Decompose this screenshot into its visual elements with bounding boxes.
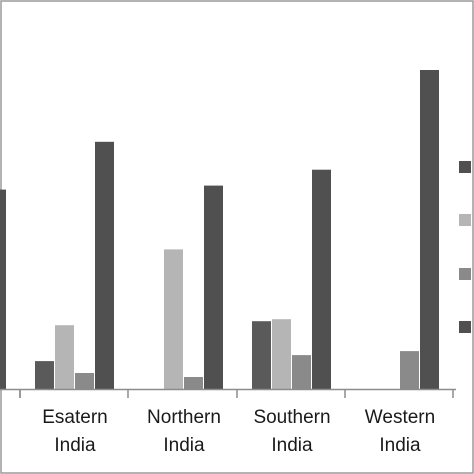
tick-label-line2: India: [379, 435, 421, 456]
legend-marker-4: [459, 321, 471, 333]
tick-label-line1: Southern: [253, 407, 330, 428]
bar-esatern-s3: [75, 373, 94, 389]
bar-northern-s3: [184, 377, 203, 389]
bar-esatern-s2: [55, 325, 74, 389]
tick-label-line1: Western: [365, 407, 435, 428]
legend: [459, 161, 471, 333]
tick-label-line2: India: [271, 435, 313, 456]
bar-group-0-s4: [0, 189, 6, 389]
bar-southern-s1: [252, 321, 271, 389]
bar-southern-s2: [272, 319, 291, 389]
bars-layer: [0, 70, 439, 389]
bar-southern-s3: [292, 355, 311, 389]
bar-northern-s2: [164, 249, 183, 389]
legend-marker-2: [459, 214, 471, 226]
x-axis-ticks: [19, 389, 454, 398]
bar-western-s3: [400, 351, 419, 389]
bar-western-s4: [420, 70, 439, 389]
legend-marker-3: [459, 268, 471, 280]
tick-label-line2: India: [54, 435, 96, 456]
bar-esatern-s1: [35, 361, 54, 389]
legend-marker-1: [459, 161, 471, 173]
x-axis-tick-labels: Esatern India Northern India Southern India We…: [42, 407, 435, 456]
tick-label-line1: Northern: [147, 407, 221, 428]
bar-esatern-s4: [95, 141, 114, 389]
tick-label-line1: Esatern: [42, 407, 107, 428]
bar-southern-s4: [312, 169, 331, 389]
bar-northern-s4: [204, 185, 223, 389]
tick-label-line2: India: [163, 435, 205, 456]
